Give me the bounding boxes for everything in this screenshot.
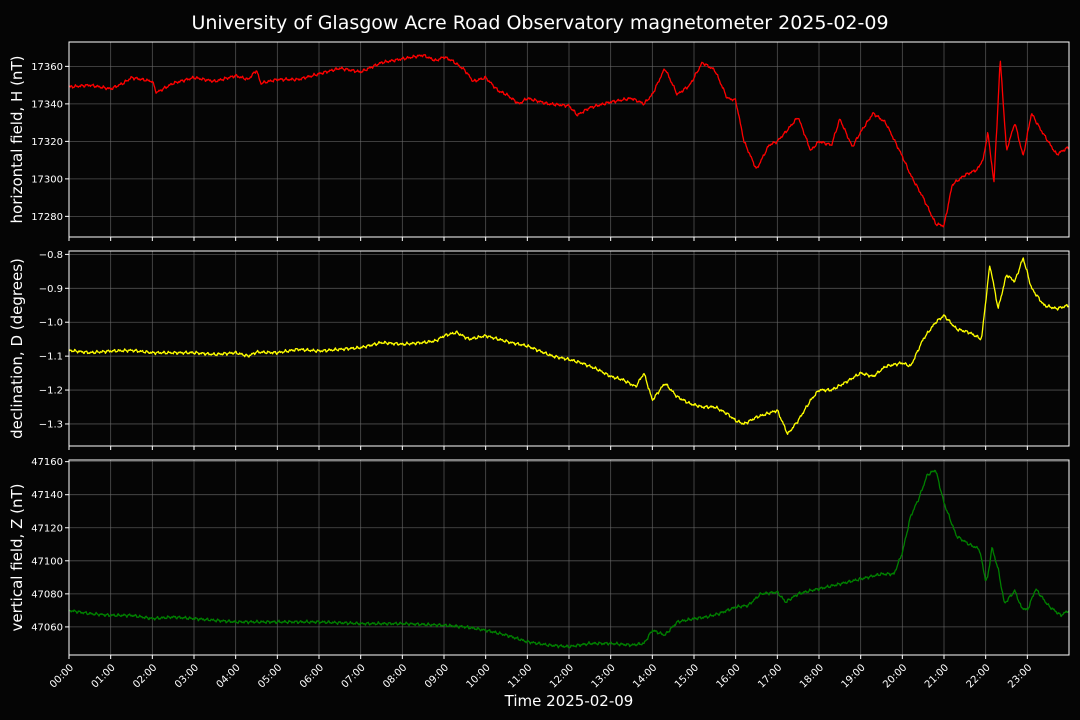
- series-z-line: [68, 469, 1070, 649]
- x-axis-label: Time 2025-02-09: [504, 692, 634, 710]
- y-tick-label: 17300: [31, 174, 63, 185]
- y-axis-label-z: vertical field, Z (nT): [8, 483, 26, 631]
- y-tick-label: 17360: [31, 62, 63, 73]
- y-tick-label: 47160: [31, 457, 63, 468]
- panel-z: 47060 47080 47100 47120 47140 47160 vertical f…: [8, 457, 1070, 659]
- y-tick-label: 47120: [31, 523, 63, 534]
- y-axis-label-h: horizontal field, H (nT): [8, 56, 26, 224]
- y-tick-label: −1.1: [39, 352, 63, 363]
- y-tick-label: 47060: [31, 622, 63, 633]
- panel-frame: [68, 41, 1070, 238]
- y-axis-label-d: declination, D (degrees): [8, 258, 26, 439]
- y-tick-label: 17340: [31, 99, 63, 110]
- series-h-line: [68, 54, 1070, 228]
- y-tick-label: −0.9: [39, 284, 63, 295]
- panel-d: −1.3 −1.2 −1.1 −1.0 −0.9 −0.8 declination, D (…: [8, 250, 1070, 450]
- y-tick-label: 47140: [31, 490, 63, 501]
- y-tick-label: 17280: [31, 212, 63, 223]
- y-tick-label: 47100: [31, 556, 63, 567]
- panel-frame: [68, 459, 1070, 656]
- panel-frame: [68, 250, 1070, 447]
- y-tick-label: −1.3: [39, 419, 63, 430]
- chart-panels: 17280 17300 17320 17340 17360 horizontal fiel…: [8, 41, 1070, 659]
- y-tick-label: −0.8: [39, 250, 63, 261]
- y-tick-label: 47080: [31, 589, 63, 600]
- y-tick-label: −1.0: [39, 318, 63, 329]
- chart-title: University of Glasgow Acre Road Observat…: [191, 12, 888, 34]
- series-d-line: [68, 257, 1070, 435]
- y-tick-label: −1.2: [39, 386, 63, 397]
- y-tick-label: 17320: [31, 137, 63, 148]
- panel-h: 17280 17300 17320 17340 17360 horizontal fiel…: [8, 41, 1070, 241]
